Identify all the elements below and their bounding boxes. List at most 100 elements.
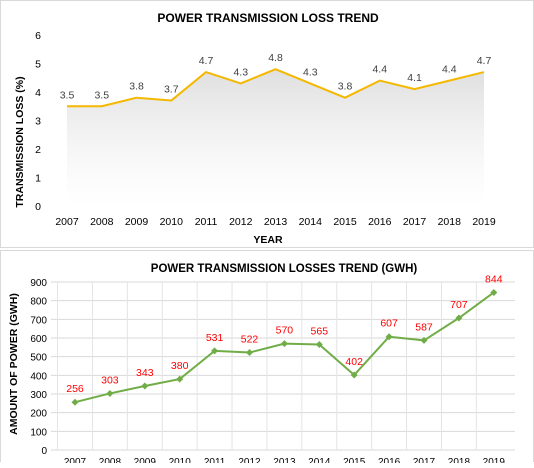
series-line bbox=[71, 288, 498, 406]
x-tick-label: 2018 bbox=[448, 457, 471, 463]
y-tick-label: 3 bbox=[35, 116, 41, 128]
data-label: 4.1 bbox=[407, 72, 422, 84]
y-tick-label: 0 bbox=[41, 446, 47, 457]
area-fill bbox=[67, 69, 484, 206]
y-tick-label: 500 bbox=[30, 353, 47, 364]
data-label: 343 bbox=[136, 367, 154, 379]
x-tick-label: 2011 bbox=[195, 216, 218, 228]
x-tick-label: 2012 bbox=[229, 216, 253, 228]
data-label: 4.3 bbox=[233, 66, 248, 78]
x-tick-label: 2009 bbox=[125, 216, 149, 228]
data-label: 3.5 bbox=[94, 89, 109, 101]
transmission-loss-chart: POWER TRANSMISSION LOSS TREND TRANSMISSI… bbox=[14, 11, 496, 246]
x-tick-label: 2017 bbox=[413, 457, 436, 463]
data-label: 303 bbox=[101, 374, 119, 386]
y-tick-label: 200 bbox=[30, 409, 47, 420]
data-point-marker bbox=[106, 389, 114, 397]
x-tick-label: 2016 bbox=[368, 216, 392, 228]
y-tick-label: 2 bbox=[35, 144, 41, 156]
y-tick-label: 100 bbox=[30, 427, 47, 438]
data-point-marker bbox=[246, 349, 253, 357]
data-point-marker bbox=[71, 398, 79, 406]
x-ticks: 2007 2008 2009 2010 2011 2012 2013 2014 2015 2016… bbox=[64, 457, 506, 468]
data-label: 607 bbox=[380, 318, 398, 330]
transmission-losses-gwh-chart-panel: POWER TRANSMISSION LOSSES TREND (GWH) AM… bbox=[0, 250, 534, 468]
x-tick-label: 2007 bbox=[64, 457, 87, 463]
transmission-losses-gwh-chart: POWER TRANSMISSION LOSSES TREND (GWH) AM… bbox=[8, 263, 515, 468]
x-tick-label: 2012 bbox=[238, 457, 261, 463]
series-polyline bbox=[74, 291, 495, 404]
data-point-marker bbox=[280, 340, 288, 348]
data-label: 4.7 bbox=[477, 55, 492, 67]
data-labels: 3.5 3.5 3.8 3.7 4.7 4.3 4.8 4.3 3.8 4.4 4.1 4.4 4.7 bbox=[60, 52, 492, 101]
data-point-marker bbox=[141, 382, 149, 390]
data-point-marker bbox=[455, 314, 463, 322]
y-tick-label: 900 bbox=[30, 278, 47, 289]
data-label: 402 bbox=[345, 356, 363, 368]
data-label: 3.8 bbox=[338, 81, 353, 93]
data-label: 587 bbox=[415, 321, 433, 333]
y-tick-label: 1 bbox=[35, 173, 41, 185]
y-ticks: 0 100 200 300 400 500 600 700 800 900 bbox=[30, 278, 47, 457]
data-label: 707 bbox=[450, 299, 468, 311]
x-tick-label: 2010 bbox=[160, 216, 184, 228]
y-tick-label: 0 bbox=[35, 201, 41, 213]
data-label: 3.8 bbox=[129, 81, 144, 93]
data-point-marker bbox=[176, 375, 184, 383]
y-tick-label: 4 bbox=[35, 87, 41, 99]
area-shape bbox=[67, 69, 484, 206]
x-tick-label: 2019 bbox=[472, 216, 496, 228]
data-label: 531 bbox=[206, 332, 224, 344]
y-axis-label: TRANSMISSION LOSS (%) bbox=[14, 76, 26, 207]
x-tick-label: 2014 bbox=[299, 216, 323, 228]
chart-title: POWER TRANSMISSION LOSS TREND bbox=[157, 11, 379, 25]
y-tick-label: 5 bbox=[35, 59, 41, 71]
x-tick-label: 2007 bbox=[55, 216, 79, 228]
x-tick-label: 2015 bbox=[333, 216, 357, 228]
y-tick-label: 300 bbox=[30, 390, 47, 401]
data-label: 4.3 bbox=[303, 66, 318, 78]
data-label: 4.7 bbox=[199, 55, 214, 67]
data-point-marker bbox=[420, 336, 428, 344]
y-tick-label: 6 bbox=[35, 30, 41, 42]
transmission-loss-chart-panel: POWER TRANSMISSION LOSS TREND TRANSMISSI… bbox=[0, 0, 534, 248]
x-axis-label: YEAR bbox=[253, 234, 283, 246]
y-axis-label: AMOUNT OF POWER (GWH) bbox=[8, 293, 20, 435]
x-tick-label: 2018 bbox=[438, 216, 462, 228]
x-tick-label: 2015 bbox=[343, 457, 366, 463]
x-tick-label: 2016 bbox=[378, 457, 401, 463]
x-tick-label: 2008 bbox=[99, 457, 122, 463]
data-label: 380 bbox=[171, 360, 189, 372]
data-label: 844 bbox=[485, 273, 503, 285]
y-tick-label: 800 bbox=[30, 297, 47, 308]
x-ticks: 2007 2008 2009 2010 2011 2012 2013 2014 2015 2016… bbox=[55, 216, 496, 228]
y-tick-label: 400 bbox=[30, 371, 47, 382]
data-point-marker bbox=[315, 341, 323, 349]
data-label: 570 bbox=[276, 325, 294, 337]
data-label: 522 bbox=[241, 334, 259, 346]
series-polyline bbox=[67, 68, 485, 108]
x-tick-label: 2019 bbox=[483, 457, 506, 463]
x-tick-label: 2017 bbox=[403, 216, 427, 228]
data-labels: 256 303 343 380 531 522 570 565 402 607 587 707 844 bbox=[66, 273, 502, 395]
data-label: 4.4 bbox=[442, 64, 457, 76]
data-point-marker bbox=[490, 288, 498, 296]
x-tick-label: 2008 bbox=[90, 216, 114, 228]
data-label: 565 bbox=[311, 326, 329, 338]
y-tick-label: 700 bbox=[30, 315, 47, 326]
gridlines bbox=[51, 281, 515, 451]
data-label: 3.7 bbox=[164, 84, 179, 96]
data-point-marker bbox=[385, 333, 393, 341]
data-label: 4.4 bbox=[372, 64, 387, 76]
y-tick-label: 600 bbox=[30, 334, 47, 345]
data-point-marker bbox=[350, 371, 358, 379]
x-tick-label: 2009 bbox=[134, 457, 157, 463]
data-label: 3.5 bbox=[60, 89, 75, 101]
x-tick-label: 2013 bbox=[264, 216, 288, 228]
data-point-marker bbox=[211, 347, 219, 355]
x-tick-label: 2010 bbox=[169, 457, 192, 463]
y-ticks: 0 1 2 3 4 5 6 bbox=[35, 30, 41, 213]
chart-title: POWER TRANSMISSION LOSSES TREND (GWH) bbox=[151, 263, 418, 275]
data-label: 4.8 bbox=[268, 52, 283, 64]
data-label: 256 bbox=[66, 383, 84, 395]
